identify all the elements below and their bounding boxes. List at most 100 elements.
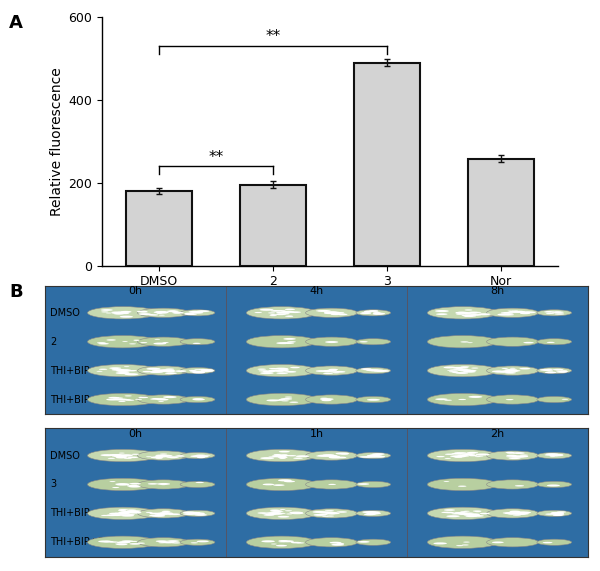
Ellipse shape (110, 454, 120, 456)
Ellipse shape (276, 342, 290, 344)
Ellipse shape (135, 399, 142, 400)
Ellipse shape (515, 513, 529, 515)
Ellipse shape (510, 370, 520, 372)
Ellipse shape (475, 511, 481, 512)
Ellipse shape (275, 512, 281, 513)
Ellipse shape (155, 456, 161, 457)
Ellipse shape (196, 482, 204, 483)
Ellipse shape (477, 456, 484, 457)
Ellipse shape (337, 313, 345, 315)
Ellipse shape (137, 480, 190, 489)
Ellipse shape (550, 455, 559, 456)
Ellipse shape (454, 457, 462, 458)
Ellipse shape (155, 311, 167, 313)
Ellipse shape (278, 516, 289, 518)
Ellipse shape (110, 514, 124, 516)
Ellipse shape (115, 312, 125, 313)
Ellipse shape (130, 543, 140, 545)
Ellipse shape (458, 369, 464, 371)
Ellipse shape (487, 366, 539, 375)
Ellipse shape (513, 514, 521, 516)
Ellipse shape (320, 512, 331, 513)
Ellipse shape (509, 512, 516, 513)
Ellipse shape (193, 372, 205, 373)
Ellipse shape (185, 512, 192, 513)
Ellipse shape (201, 369, 213, 371)
Ellipse shape (316, 455, 327, 457)
Ellipse shape (116, 399, 123, 400)
Ellipse shape (323, 512, 335, 514)
Ellipse shape (147, 314, 154, 315)
Ellipse shape (148, 483, 158, 485)
Ellipse shape (152, 370, 164, 372)
Ellipse shape (373, 313, 383, 315)
Ellipse shape (100, 454, 114, 456)
Ellipse shape (305, 451, 358, 460)
Ellipse shape (142, 371, 152, 372)
Ellipse shape (116, 370, 127, 371)
Bar (126, 191, 192, 266)
Ellipse shape (140, 311, 148, 312)
Ellipse shape (126, 400, 134, 401)
Ellipse shape (507, 452, 515, 454)
Ellipse shape (180, 452, 215, 459)
Ellipse shape (247, 393, 317, 405)
Ellipse shape (328, 513, 340, 514)
Ellipse shape (116, 541, 130, 544)
Ellipse shape (119, 369, 131, 371)
Ellipse shape (373, 313, 385, 315)
Ellipse shape (193, 399, 205, 400)
Ellipse shape (544, 311, 554, 313)
Ellipse shape (289, 512, 303, 514)
Ellipse shape (328, 312, 335, 313)
Ellipse shape (523, 311, 536, 313)
Ellipse shape (108, 458, 115, 459)
Ellipse shape (161, 370, 167, 371)
Ellipse shape (444, 512, 454, 513)
Text: 2: 2 (50, 337, 56, 347)
Ellipse shape (278, 540, 287, 541)
Ellipse shape (320, 398, 334, 400)
Ellipse shape (517, 312, 527, 313)
Ellipse shape (113, 454, 122, 456)
Ellipse shape (327, 512, 338, 513)
Ellipse shape (273, 484, 284, 486)
Ellipse shape (200, 371, 208, 372)
Ellipse shape (509, 457, 521, 459)
Ellipse shape (283, 313, 290, 314)
Ellipse shape (192, 371, 205, 373)
Ellipse shape (193, 455, 204, 457)
Ellipse shape (199, 456, 206, 457)
Ellipse shape (180, 539, 215, 545)
Ellipse shape (109, 481, 116, 482)
Ellipse shape (510, 513, 517, 514)
Ellipse shape (356, 339, 391, 345)
Ellipse shape (112, 369, 125, 371)
Ellipse shape (271, 310, 282, 312)
Ellipse shape (180, 339, 215, 345)
Ellipse shape (146, 368, 160, 370)
Ellipse shape (247, 336, 317, 348)
Ellipse shape (509, 510, 520, 512)
Ellipse shape (281, 455, 290, 456)
Ellipse shape (120, 372, 126, 373)
Ellipse shape (466, 516, 477, 517)
Ellipse shape (323, 372, 333, 374)
Ellipse shape (190, 512, 197, 513)
Ellipse shape (359, 341, 368, 343)
Ellipse shape (554, 311, 564, 313)
Ellipse shape (260, 457, 274, 459)
Ellipse shape (125, 511, 133, 512)
Ellipse shape (476, 453, 490, 456)
Ellipse shape (446, 515, 460, 517)
Ellipse shape (557, 511, 566, 513)
Ellipse shape (127, 370, 136, 371)
Ellipse shape (140, 342, 148, 343)
Ellipse shape (557, 371, 567, 373)
Ellipse shape (371, 311, 379, 312)
Ellipse shape (260, 372, 274, 374)
Ellipse shape (157, 512, 170, 514)
Ellipse shape (335, 452, 349, 455)
Ellipse shape (499, 371, 512, 373)
Ellipse shape (88, 307, 158, 319)
